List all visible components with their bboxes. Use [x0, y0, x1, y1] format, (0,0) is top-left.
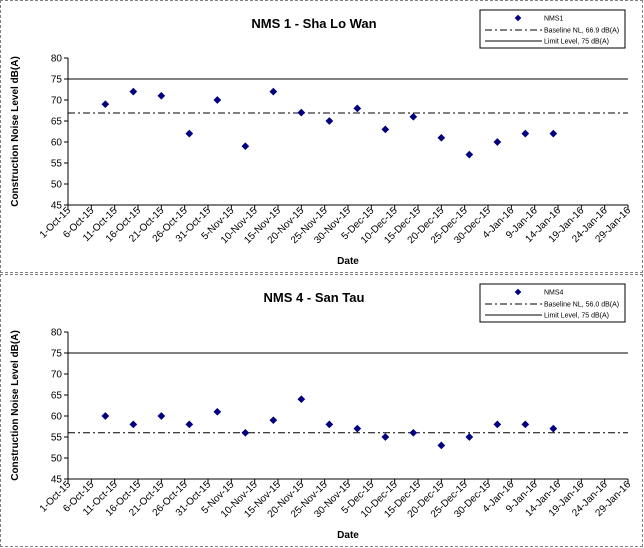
- chart-title: NMS 4 - San Tau: [264, 290, 365, 305]
- legend-box: [479, 9, 626, 49]
- y-tick-label: 45: [51, 475, 63, 486]
- y-tick-label: 75: [51, 75, 63, 86]
- y-tick-label: 50: [51, 454, 63, 465]
- y-tick-label: 50: [51, 180, 63, 191]
- y-tick-label: 60: [51, 138, 63, 149]
- data-point: [437, 441, 446, 450]
- y-tick-label: 60: [51, 412, 63, 423]
- data-point: [493, 138, 502, 146]
- data-point: [353, 424, 362, 433]
- data-point: [241, 428, 250, 437]
- legend-label: Limit Level, 75 dB(A): [544, 313, 609, 320]
- data-point: [129, 87, 138, 96]
- y-axis-label: Construction Noise Level dB(A): [10, 330, 21, 481]
- data-point: [213, 96, 222, 104]
- data-point: [465, 433, 474, 441]
- data-point: [241, 142, 250, 151]
- y-axis-label: Construction Noise Level dB(A): [10, 56, 21, 207]
- y-tick-label: 70: [51, 370, 63, 381]
- y-tick-label: 75: [51, 349, 63, 360]
- data-point: [437, 133, 446, 142]
- data-point: [157, 412, 166, 420]
- x-axis-label: Date: [337, 256, 359, 267]
- data-point: [269, 416, 278, 425]
- y-tick-label: 65: [51, 391, 63, 402]
- data-point: [213, 407, 222, 416]
- legend-label: Baseline NL, 66.9 dB(A): [544, 28, 619, 35]
- data-point: [521, 129, 530, 138]
- data-point: [185, 420, 194, 429]
- y-tick-label: 65: [51, 117, 63, 128]
- legend-marker-diamond: [514, 288, 522, 296]
- legend-label: Baseline NL, 56.0 dB(A): [544, 302, 619, 309]
- legend-label: NMS1: [544, 16, 564, 23]
- y-tick-label: 70: [51, 96, 63, 107]
- data-point: [185, 129, 194, 138]
- data-point: [549, 424, 558, 433]
- chart-panel-nms4: NMS 4 - San Tau 45 50 55 60 65 70 75 80 1-Oct-15 6…: [0, 274, 644, 548]
- data-point: [381, 433, 390, 441]
- chart-nms4: NMS 4 - San Tau45505560657075801-Oct-156…: [10, 283, 633, 541]
- y-tick-label: 55: [51, 433, 63, 444]
- data-point: [101, 412, 110, 420]
- data-point: [269, 87, 278, 96]
- y-tick-label: 55: [51, 159, 63, 170]
- plot-area: [68, 332, 628, 479]
- x-axis-label: Date: [337, 530, 359, 541]
- data-point: [353, 104, 362, 113]
- legend-marker-diamond: [514, 14, 522, 22]
- data-point: [465, 150, 474, 159]
- chart-title: NMS 1 - Sha Lo Wan: [251, 16, 376, 31]
- data-point: [409, 428, 418, 437]
- data-point: [325, 117, 334, 125]
- legend-box: [479, 283, 626, 323]
- y-tick-label: 80: [51, 54, 63, 65]
- legend-label: Limit Level, 75 dB(A): [544, 39, 609, 46]
- y-tick-label: 80: [51, 328, 63, 339]
- chart-nms1: NMS 1 - Sha Lo Wan45505560657075801-Oct-…: [10, 9, 633, 267]
- data-point: [157, 91, 166, 100]
- data-point: [493, 420, 502, 429]
- data-point: [325, 420, 334, 429]
- data-point: [129, 420, 138, 429]
- data-point: [549, 129, 558, 138]
- data-point: [297, 108, 306, 117]
- plot-area: [68, 58, 628, 205]
- data-point: [101, 100, 110, 109]
- data-point: [521, 420, 530, 429]
- data-point: [297, 395, 306, 404]
- data-point: [409, 112, 418, 121]
- y-tick-label: 45: [51, 201, 63, 212]
- chart-panel-nms1: NMS 1 - Sha Lo Wan 45 50 55 60 65 70 75 80 1-Oct-…: [0, 0, 643, 273]
- data-point: [381, 125, 390, 134]
- legend-label: NMS4: [544, 290, 564, 297]
